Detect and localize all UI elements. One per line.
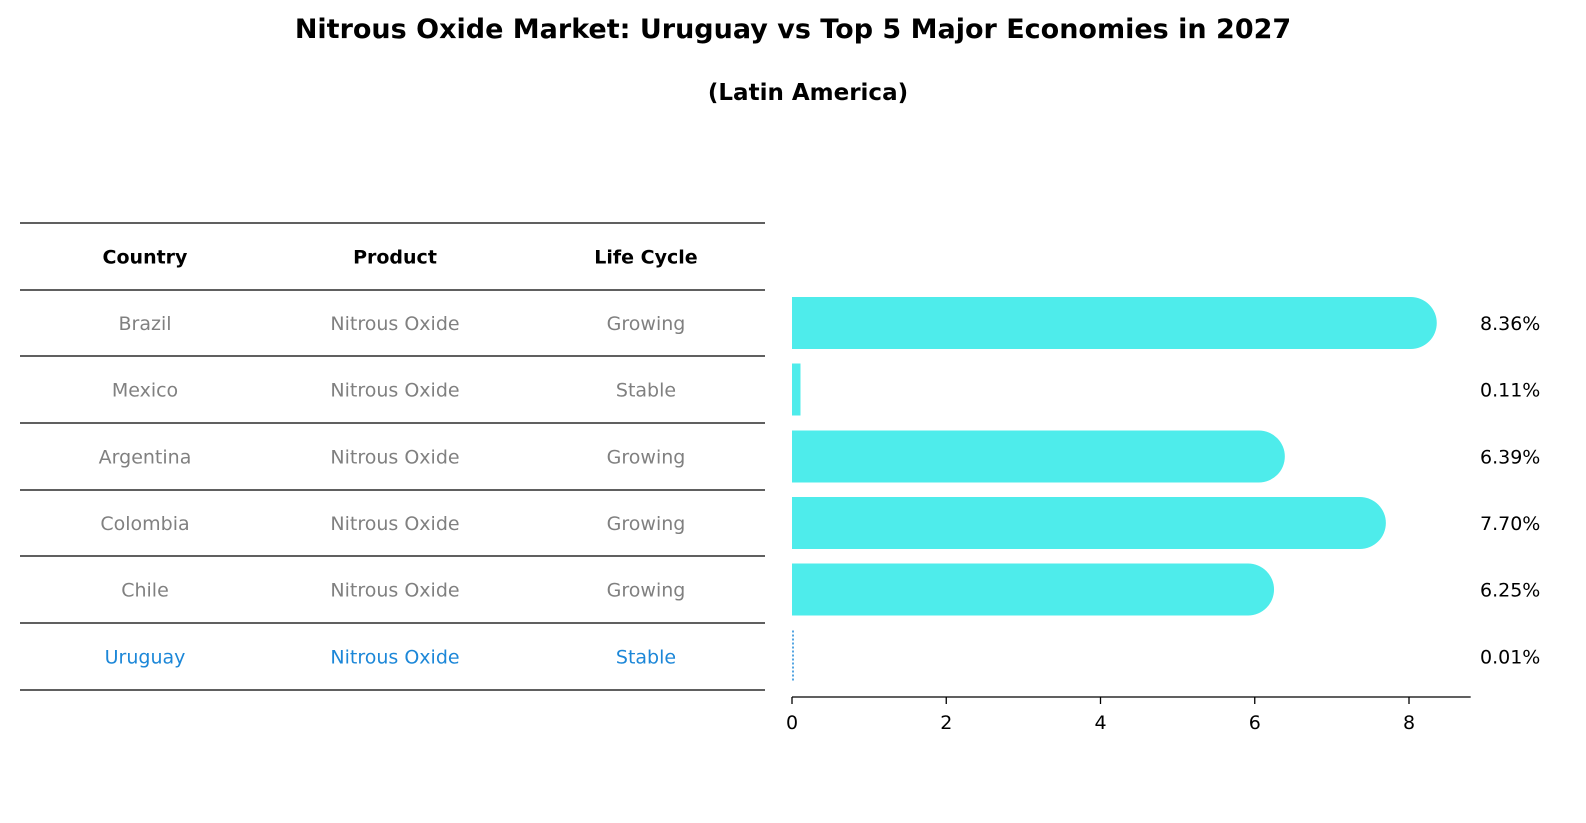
table-cell-product: Nitrous Oxide — [330, 513, 459, 535]
table-cell-product: Nitrous Oxide — [330, 580, 459, 602]
value-label-argentina: 6.39% — [1480, 447, 1540, 469]
value-label-brazil: 8.36% — [1480, 313, 1540, 335]
x-tick-label: 8 — [1403, 712, 1415, 734]
table-cell-country: Chile — [121, 580, 169, 602]
bar-chile — [792, 563, 1275, 616]
chart-subtitle: (Latin America) — [707, 80, 909, 106]
x-tick-label: 4 — [1094, 712, 1106, 734]
bar-argentina — [792, 430, 1285, 483]
table-cell-life-cycle: Growing — [607, 513, 686, 535]
bar-chart: 8.36% 0.11% 6.39% 7.70% 6.25% 0.01% 0 2 4 6 8 — [786, 297, 1540, 734]
x-tick-label: 0 — [786, 712, 798, 734]
data-table: Country Product Life Cycle Brazil Nitrous Ox… — [20, 222, 765, 691]
chart-title: Nitrous Oxide Market: Uruguay vs Top 5 M… — [294, 14, 1292, 45]
table-cell-country: Brazil — [118, 313, 171, 335]
table-header-product: Product — [353, 247, 437, 269]
table-cell-country: Colombia — [100, 513, 189, 535]
table-cell-product: Nitrous Oxide — [330, 380, 459, 402]
x-tick-label: 2 — [940, 712, 952, 734]
table-cell-life-cycle: Growing — [607, 313, 686, 335]
table-header-life-cycle: Life Cycle — [594, 247, 697, 269]
table-cell-product: Nitrous Oxide — [330, 447, 459, 469]
table-cell-product: Nitrous Oxide — [330, 647, 459, 669]
table-header-country: Country — [103, 247, 189, 269]
table-cell-country: Uruguay — [105, 647, 186, 669]
value-label-mexico: 0.11% — [1480, 380, 1540, 402]
table-cell-life-cycle: Stable — [616, 647, 676, 669]
table-cell-product: Nitrous Oxide — [330, 313, 459, 335]
table-cell-life-cycle: Stable — [616, 380, 676, 402]
bar-mexico — [792, 363, 801, 416]
table-cell-country: Argentina — [99, 447, 192, 469]
table-cell-life-cycle: Growing — [607, 580, 686, 602]
value-label-colombia: 7.70% — [1480, 513, 1540, 535]
value-label-chile: 6.25% — [1480, 580, 1540, 602]
table-cell-country: Mexico — [112, 380, 178, 402]
x-tick-label: 6 — [1249, 712, 1261, 734]
value-label-uruguay: 0.01% — [1480, 647, 1540, 669]
bar-brazil — [792, 297, 1437, 349]
bar-colombia — [792, 497, 1386, 549]
table-cell-life-cycle: Growing — [607, 447, 686, 469]
